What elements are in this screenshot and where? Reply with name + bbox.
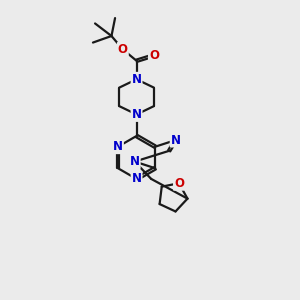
Text: N: N xyxy=(171,134,181,147)
Text: O: O xyxy=(174,177,184,190)
Text: O: O xyxy=(149,49,159,62)
Text: N: N xyxy=(132,172,142,185)
Text: N: N xyxy=(113,140,123,153)
Text: N: N xyxy=(132,73,142,86)
Text: O: O xyxy=(118,43,128,56)
Text: N: N xyxy=(132,108,142,121)
Text: N: N xyxy=(130,155,140,168)
